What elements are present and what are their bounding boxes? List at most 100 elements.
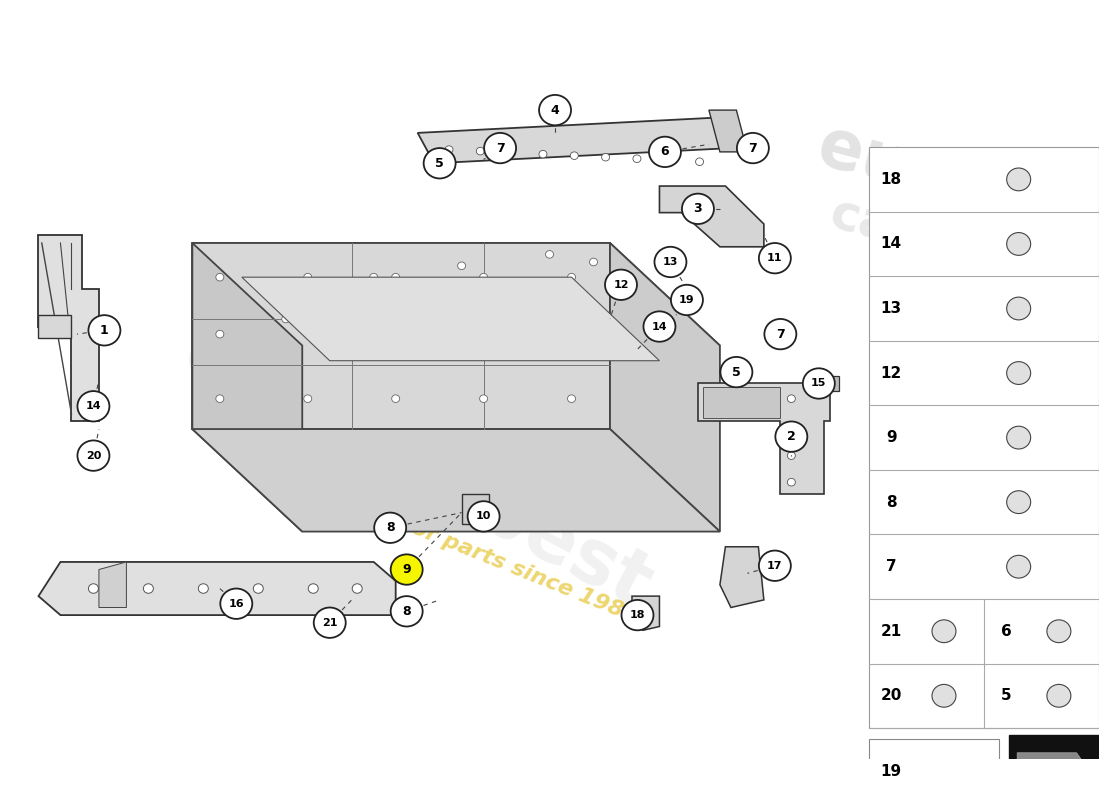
Circle shape bbox=[1047, 620, 1071, 642]
Circle shape bbox=[649, 137, 681, 167]
Circle shape bbox=[304, 274, 311, 281]
Text: 21: 21 bbox=[322, 618, 338, 628]
Text: 20: 20 bbox=[881, 688, 902, 703]
Circle shape bbox=[220, 589, 252, 619]
Text: 8: 8 bbox=[886, 494, 896, 510]
Circle shape bbox=[602, 154, 609, 161]
Circle shape bbox=[469, 300, 476, 307]
Circle shape bbox=[568, 330, 575, 338]
Circle shape bbox=[468, 501, 499, 531]
Circle shape bbox=[654, 247, 686, 277]
FancyBboxPatch shape bbox=[869, 147, 1099, 728]
Polygon shape bbox=[418, 118, 730, 163]
FancyBboxPatch shape bbox=[869, 739, 999, 800]
Text: 15: 15 bbox=[811, 378, 826, 389]
Text: 11: 11 bbox=[767, 253, 782, 263]
Polygon shape bbox=[818, 376, 838, 391]
Text: 8: 8 bbox=[386, 522, 395, 534]
Text: 7: 7 bbox=[748, 142, 757, 154]
Circle shape bbox=[392, 395, 399, 402]
Text: 5: 5 bbox=[1001, 688, 1012, 703]
Circle shape bbox=[390, 596, 422, 626]
Polygon shape bbox=[703, 387, 780, 418]
Text: 18: 18 bbox=[629, 610, 646, 620]
Text: 19: 19 bbox=[881, 764, 902, 779]
Circle shape bbox=[424, 148, 455, 178]
Text: 12: 12 bbox=[613, 280, 629, 290]
Circle shape bbox=[446, 146, 453, 154]
Polygon shape bbox=[632, 596, 660, 630]
Circle shape bbox=[568, 395, 575, 402]
Circle shape bbox=[788, 452, 795, 459]
Circle shape bbox=[392, 274, 399, 281]
Circle shape bbox=[216, 395, 223, 402]
Circle shape bbox=[304, 395, 311, 402]
Circle shape bbox=[381, 307, 388, 315]
Circle shape bbox=[568, 292, 575, 300]
Text: euro: euro bbox=[810, 113, 992, 221]
Circle shape bbox=[932, 620, 956, 642]
Polygon shape bbox=[719, 546, 763, 607]
Circle shape bbox=[644, 311, 675, 342]
Circle shape bbox=[282, 315, 289, 322]
Text: 21: 21 bbox=[881, 624, 902, 638]
Text: 6: 6 bbox=[661, 146, 669, 158]
Circle shape bbox=[480, 395, 487, 402]
Circle shape bbox=[304, 330, 311, 338]
Text: 7: 7 bbox=[886, 559, 896, 574]
Text: 14: 14 bbox=[651, 322, 668, 331]
Circle shape bbox=[77, 441, 109, 471]
Circle shape bbox=[88, 584, 98, 594]
Circle shape bbox=[77, 391, 109, 422]
Circle shape bbox=[621, 600, 653, 630]
Circle shape bbox=[671, 285, 703, 315]
Circle shape bbox=[590, 258, 597, 266]
Circle shape bbox=[1006, 297, 1031, 320]
Text: eurocarbest: eurocarbest bbox=[172, 316, 664, 626]
Polygon shape bbox=[192, 243, 610, 429]
Circle shape bbox=[737, 133, 769, 163]
Circle shape bbox=[1006, 233, 1031, 255]
Circle shape bbox=[759, 550, 791, 581]
Circle shape bbox=[682, 194, 714, 224]
Text: 9: 9 bbox=[886, 430, 896, 445]
Circle shape bbox=[282, 285, 289, 292]
Circle shape bbox=[390, 554, 422, 585]
Polygon shape bbox=[39, 562, 396, 615]
Circle shape bbox=[253, 584, 263, 594]
Circle shape bbox=[352, 584, 362, 594]
Circle shape bbox=[788, 478, 795, 486]
Circle shape bbox=[480, 330, 487, 338]
Circle shape bbox=[539, 150, 547, 158]
Circle shape bbox=[664, 157, 672, 164]
Circle shape bbox=[788, 395, 795, 402]
Text: 18: 18 bbox=[881, 172, 902, 187]
Circle shape bbox=[216, 330, 223, 338]
Text: 2: 2 bbox=[786, 430, 795, 443]
Text: a passion for parts since 1985: a passion for parts since 1985 bbox=[283, 466, 641, 627]
Circle shape bbox=[1006, 168, 1031, 190]
Circle shape bbox=[720, 357, 752, 387]
Circle shape bbox=[484, 133, 516, 163]
Text: 4: 4 bbox=[551, 104, 560, 117]
Circle shape bbox=[392, 330, 399, 338]
Circle shape bbox=[480, 274, 487, 281]
Polygon shape bbox=[697, 383, 829, 494]
Text: 14: 14 bbox=[881, 237, 902, 251]
Text: 10: 10 bbox=[476, 511, 492, 522]
Text: 1: 1 bbox=[100, 324, 109, 337]
Text: 8: 8 bbox=[403, 605, 411, 618]
Text: carparts: carparts bbox=[825, 190, 1066, 297]
Circle shape bbox=[932, 685, 956, 707]
Text: 9: 9 bbox=[403, 563, 411, 576]
Text: 13: 13 bbox=[881, 301, 902, 316]
Circle shape bbox=[570, 152, 579, 159]
Text: 6: 6 bbox=[1001, 624, 1012, 638]
Circle shape bbox=[88, 315, 120, 346]
Circle shape bbox=[764, 319, 796, 350]
Circle shape bbox=[605, 270, 637, 300]
Polygon shape bbox=[39, 315, 72, 338]
Circle shape bbox=[759, 243, 791, 274]
Polygon shape bbox=[462, 494, 490, 524]
Circle shape bbox=[507, 149, 516, 157]
